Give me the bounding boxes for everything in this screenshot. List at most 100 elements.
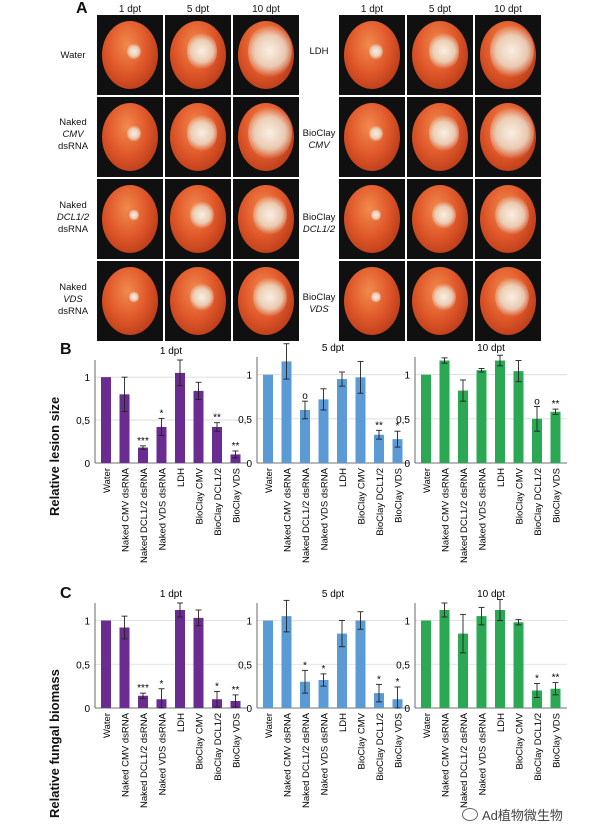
category-label-1: Water (422, 713, 433, 738)
category-label-6: BioClay CMV (357, 712, 368, 769)
fungal-lesion (247, 23, 293, 79)
category-label-8: BioClay VDS (552, 713, 563, 768)
category-label-1: Water (102, 468, 113, 493)
left-photo-row4-col2 (165, 261, 231, 341)
fungal-lesion (127, 42, 141, 60)
panel-letter-c: C (60, 585, 72, 602)
left-timepoint-1: 1 dpt (118, 4, 142, 15)
right-timepoint-2: 5 dpt (428, 4, 452, 15)
category-label-7: BioClay DCL1/2 (533, 468, 544, 536)
bar-8 (230, 454, 241, 463)
right-photo-row2-col1 (339, 97, 405, 177)
significance-mark: * (160, 679, 164, 690)
category-label-5: LDH (496, 713, 507, 732)
y-tick-label: 0 (404, 459, 410, 470)
bar-1 (101, 377, 111, 463)
y-tick-label: 1 (84, 373, 90, 384)
bar-3 (300, 410, 310, 463)
y-tick-label: 1 (84, 617, 90, 628)
bar-4 (476, 616, 487, 708)
left-photo-row4-col3 (233, 261, 299, 341)
category-label-2: Naked CMV dsRNA (441, 467, 452, 552)
left-photo-row3-col2 (165, 179, 231, 259)
right-photo-row4-col1 (339, 261, 405, 341)
bar-2 (281, 616, 292, 708)
significance-mark: ** (232, 685, 240, 696)
category-label-7: BioClay DCL1/2 (213, 713, 224, 781)
category-label-4: Naked VDS dsRNA (478, 712, 489, 795)
right-photo-row1-col2 (407, 15, 473, 95)
left-timepoint-2: 5 dpt (186, 4, 210, 15)
significance-mark: * (396, 677, 400, 688)
fungal-lesion (428, 32, 460, 70)
fungal-lesion (190, 200, 214, 230)
bar-8 (550, 688, 561, 708)
bar-8 (392, 439, 403, 463)
bar-7 (532, 418, 542, 463)
bar-4 (318, 680, 329, 708)
category-label-8: BioClay VDS (232, 468, 243, 523)
left-photo-row4-col1 (97, 261, 163, 341)
y-tick-label: 0 (404, 704, 410, 715)
bar-4 (156, 426, 167, 463)
bar-6 (355, 377, 366, 463)
bar-2 (119, 627, 130, 708)
category-label-3: Naked DCL1/2 dsRNA (139, 712, 150, 808)
bar-7 (212, 426, 222, 463)
left-photo-row2-col1 (97, 97, 163, 177)
category-label-8: BioClay VDS (394, 468, 405, 523)
category-label-7: BioClay DCL1/2 (375, 713, 386, 781)
bar-5 (175, 372, 185, 463)
category-label-5: LDH (338, 468, 349, 487)
right-photo-row3-col1 (339, 179, 405, 259)
row-label-water: Water (60, 50, 86, 61)
bar-6 (193, 390, 204, 463)
chart-title-6: 10 dpt (477, 589, 505, 600)
fungal-lesion (186, 32, 218, 70)
category-label-7: BioClay DCL1/2 (213, 468, 224, 536)
chart-title-5: 5 dpt (322, 589, 344, 600)
chart-title-3: 10 dpt (477, 343, 505, 354)
right-timepoint-1: 1 dpt (360, 4, 384, 15)
right-photo-row2-col3 (475, 97, 541, 177)
fungal-lesion (127, 124, 141, 142)
bar-3 (300, 681, 310, 708)
category-label-7: BioClay DCL1/2 (375, 468, 386, 536)
fungal-lesion (370, 208, 382, 222)
fungal-lesion (128, 208, 140, 222)
significance-mark: * (322, 664, 326, 675)
category-label-5: LDH (338, 713, 349, 732)
category-label-3: Naked DCL1/2 dsRNA (459, 467, 470, 563)
significance-mark: o (534, 396, 540, 407)
right-photo-row1-col1 (339, 15, 405, 95)
category-label-3: Naked DCL1/2 dsRNA (301, 712, 312, 808)
left-photo-row3-col3 (233, 179, 299, 259)
category-label-1: Water (102, 713, 113, 738)
fungal-lesion (495, 194, 529, 236)
bar-1 (421, 374, 431, 463)
left-timepoint-3: 10 dpt (252, 4, 280, 15)
bar-4 (476, 370, 487, 463)
fungal-lesion (186, 114, 218, 152)
bar-7 (374, 434, 384, 463)
right-photo-row4-col3 (475, 261, 541, 341)
y-tick-label: 0,5 (396, 660, 410, 671)
category-label-1: Water (422, 468, 433, 493)
left-photo-row1-col3 (233, 15, 299, 95)
right-photo-row3-col3 (475, 179, 541, 259)
panel-letter-b: B (60, 341, 72, 358)
fungal-lesion (428, 114, 460, 152)
left-photo-row2-col3 (233, 97, 299, 177)
category-label-3: Naked DCL1/2 dsRNA (301, 467, 312, 563)
significance-mark: * (535, 674, 539, 685)
wechat-icon (462, 808, 478, 821)
fungal-lesion (247, 105, 293, 161)
category-label-4: Naked VDS dsRNA (158, 467, 169, 550)
row-label-ldh: LDH (309, 46, 329, 57)
category-label-3: Naked DCL1/2 dsRNA (459, 712, 470, 808)
chart-title-4: 1 dpt (160, 589, 182, 600)
fungal-lesion (253, 194, 287, 236)
significance-mark: *** (137, 436, 149, 447)
fungal-lesion (432, 200, 456, 230)
category-label-7: BioClay DCL1/2 (533, 713, 544, 781)
